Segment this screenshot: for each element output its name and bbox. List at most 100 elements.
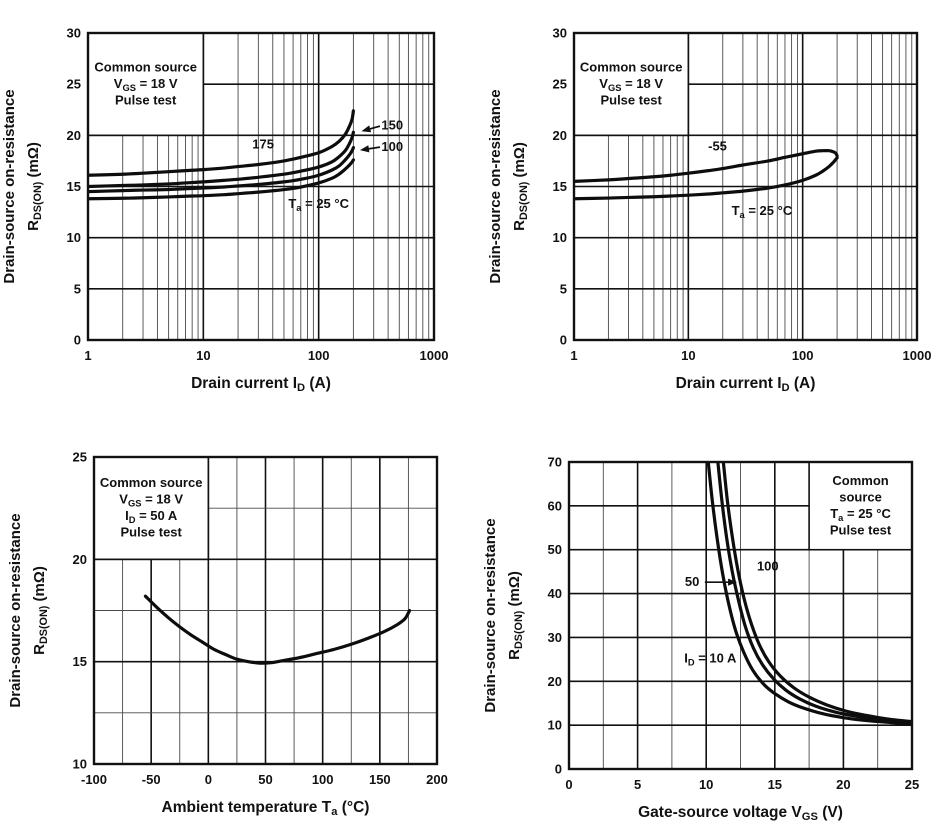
conditions-line: Pulse test [600,92,662,107]
plot-border [567,460,914,771]
x-tick-label: 150 [369,772,391,787]
plot-border [572,31,919,342]
curve-label: Ta = 25 °C [732,203,793,220]
y-axis-label-line2: RDS(ON) (mΩ) [25,142,44,231]
y-tick-label: 10 [67,230,81,245]
y-tick-label: 10 [73,757,87,772]
series-ta-25-c [573,156,839,201]
curve-pointer-arrow [361,125,381,133]
series-rds-on-vs-ta [143,594,412,665]
curve-label: 100 [757,558,779,573]
series-id-50-a [716,461,913,724]
conditions-line: Common [832,473,888,488]
conditions-line: ID = 50 A [125,508,178,525]
plot-border [86,31,436,342]
x-axis-ticks: 1 10 100 1000 [570,348,931,363]
y-tick-label: 10 [548,718,562,733]
x-tick-label: 0 [205,772,212,787]
y-axis-label-line1: Drain-source on-resistance [1,89,18,283]
series-ta--55-c [573,148,839,183]
curve-label: Ta = 25 °C [288,196,349,213]
quadrant-top-left: Common source VGS = 18 V Pulse test 175 150 1… [0,0,469,417]
x-tick-label: 15 [768,777,782,792]
x-axis-label: Drain current ID (A) [191,375,331,394]
y-tick-label: 20 [548,674,562,689]
conditions-line: VGS = 18 V [119,492,183,509]
y-axis-label-line2: RDS(ON) (mΩ) [31,566,50,655]
conditions-line: VGS = 18 V [599,76,663,93]
y-axis-label-line1: Drain-source on-resistance [7,513,24,707]
x-tick-label: 1000 [420,348,449,363]
x-tick-label: 1 [84,348,91,363]
x-axis-label: Gate-source voltage VGS (V) [638,804,843,823]
y-tick-label: 40 [548,586,562,601]
y-tick-label: 25 [553,77,567,92]
x-tick-label: 100 [308,348,330,363]
curve-label: -55 [708,139,727,154]
quadrant-top-right: Common source VGS = 18 V Pulse test -55 Ta =… [469,0,938,417]
y-tick-label: 30 [67,26,81,41]
conditions-line: Common source [94,59,197,74]
series-ta-150-c [87,130,355,189]
y-axis-ticks: 0 5 10 15 20 25 30 [553,26,567,348]
series-ta-175-c [87,109,355,177]
curve-pointer-arrow [704,578,738,586]
y-tick-label: 25 [73,450,87,465]
curve-label: 175 [252,137,274,152]
y-tick-label: 25 [67,77,81,92]
y-axis-label-line1: Drain-source on-resistance [487,89,504,283]
y-tick-label: 15 [73,654,87,669]
series-curves [573,148,839,201]
conditions-line: Common source [100,475,203,490]
y-tick-label: 50 [548,542,562,557]
y-axis-label-line2: RDS(ON) (mΩ) [506,571,525,660]
x-tick-label: 0 [565,777,572,792]
conditions-line: source [839,489,882,504]
x-axis-ticks: 1 10 100 1000 [84,348,448,363]
y-tick-label: 30 [548,630,562,645]
y-axis-label-line1: Drain-source on-resistance [482,518,499,712]
x-axis-ticks: 0 5 10 15 20 25 [565,777,919,792]
conditions-line: Pulse test [830,522,892,537]
series-ta-100-c [87,146,355,194]
x-tick-label: 20 [836,777,850,792]
x-tick-label: 10 [699,777,713,792]
y-axis-label-line2: RDS(ON) (mΩ) [511,142,530,231]
conditions-line: VGS = 18 V [114,76,178,93]
y-tick-label: 70 [548,455,562,470]
x-tick-label: 25 [905,777,919,792]
x-tick-label: 200 [426,772,448,787]
x-tick-label: 100 [312,772,334,787]
curve-label: 150 [381,118,403,133]
series-id-10-a [706,461,913,726]
y-tick-label: 20 [553,128,567,143]
curve-label: 50 [685,574,699,589]
y-tick-label: 30 [553,26,567,41]
curve-label: ID = 10 A [684,650,737,667]
curve-pointer-arrow [359,145,381,153]
conditions-line: Ta = 25 °C [830,506,891,523]
plot-border [92,455,439,766]
x-tick-label: -100 [81,772,107,787]
y-tick-label: 5 [74,281,81,296]
y-tick-label: 5 [560,281,567,296]
x-tick-label: 100 [792,348,814,363]
y-tick-label: 10 [553,230,567,245]
y-tick-label: 20 [67,128,81,143]
conditions-line: Pulse test [115,92,177,107]
y-tick-label: 0 [560,333,567,348]
y-tick-label: 0 [555,762,562,777]
y-tick-label: 0 [74,333,81,348]
x-axis-ticks: -100 -50 0 50 100 150 200 [81,772,448,787]
x-tick-label: 5 [634,777,641,792]
x-tick-label: 1000 [903,348,932,363]
series-ta-25-c [87,158,355,201]
series-curves [143,594,412,665]
x-axis-label: Ambient temperature Ta (°C) [162,799,370,818]
quadrant-bottom-right: Common source Ta = 25 °C Pulse test 50 100 ID … [469,417,938,834]
